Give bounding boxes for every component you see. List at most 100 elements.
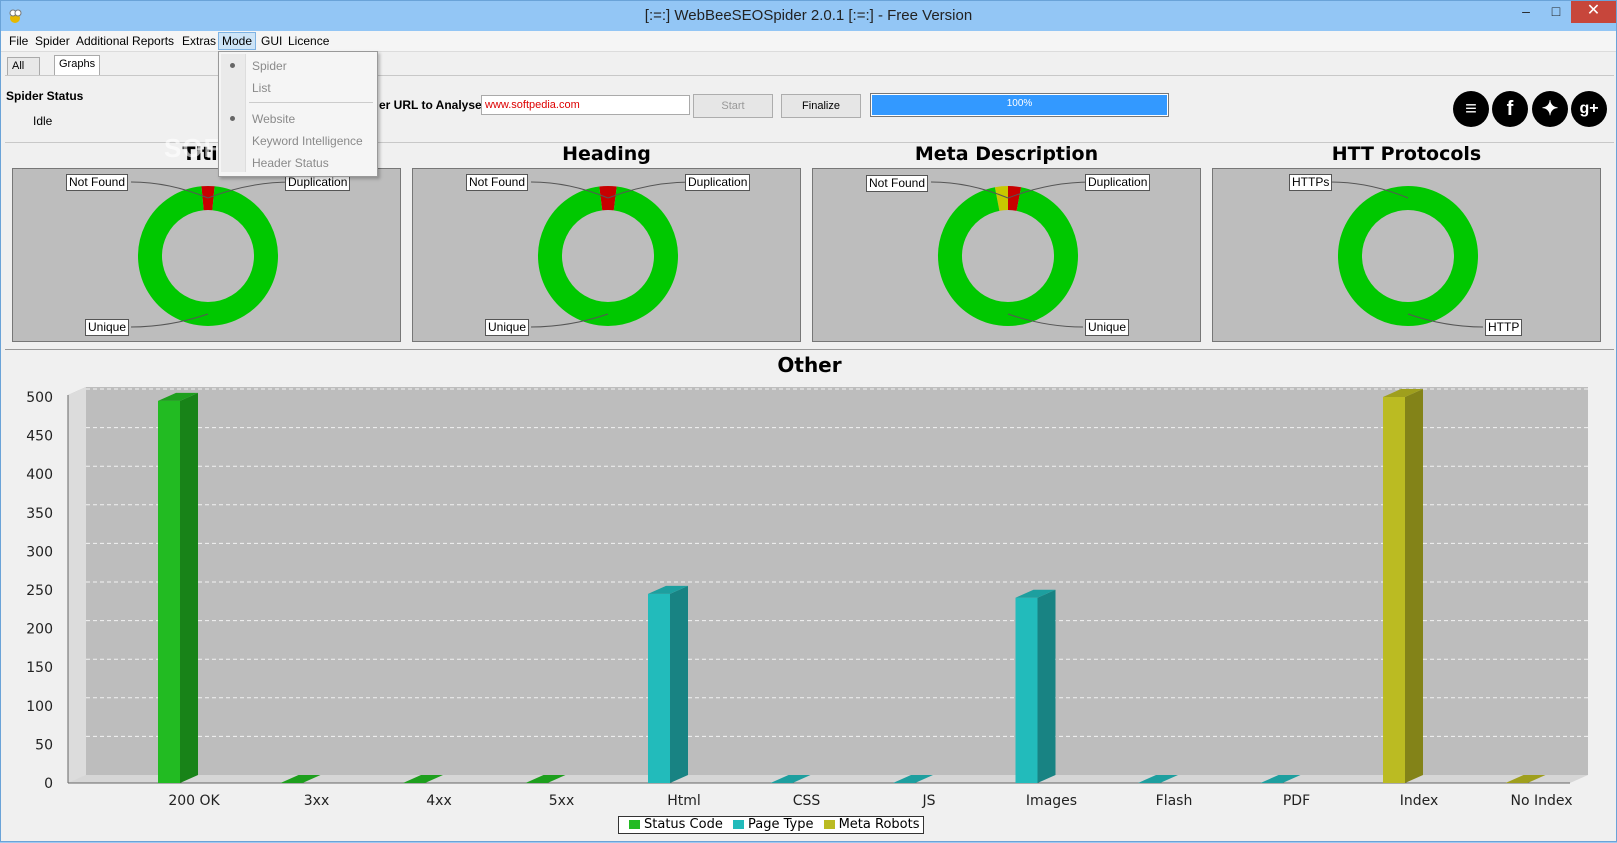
donut-label-bottom: Unique — [485, 319, 529, 336]
y-tick-label: 150 — [26, 660, 53, 676]
legend-label: Page Type — [748, 817, 813, 832]
donut-label-bottom: HTTP — [1485, 319, 1522, 336]
plot-floor — [68, 775, 1588, 783]
bar-side — [793, 775, 811, 783]
donut-slice — [1008, 198, 1019, 199]
legend-label: Meta Robots — [839, 817, 920, 832]
spider-status-value: Idle — [33, 114, 52, 128]
donut-chart — [1213, 169, 1602, 343]
bar-side — [1283, 775, 1301, 783]
bar-chart-title: Other — [1, 353, 1617, 377]
radio-dot-icon — [230, 63, 235, 68]
bar-side — [180, 393, 198, 783]
donut-label-top-left: Not Found — [466, 174, 528, 191]
bar-top — [648, 586, 688, 594]
donut-chart — [13, 169, 402, 343]
bar-top — [526, 775, 566, 783]
bar-side — [1160, 775, 1178, 783]
y-tick-label: 500 — [26, 390, 53, 406]
close-button[interactable]: ✕ — [1571, 1, 1616, 23]
bar-side — [548, 775, 566, 783]
x-tick-label: 4xx — [426, 793, 451, 809]
mode-item-list[interactable]: List — [252, 81, 271, 95]
finalize-button[interactable]: Finalize — [781, 94, 861, 118]
mode-dropdown-menu: Spider List Website Keyword Intelligence… — [218, 51, 378, 177]
mode-item-header-status[interactable]: Header Status — [252, 156, 329, 170]
mode-item-keyword-intelligence[interactable]: Keyword Intelligence — [252, 134, 363, 148]
url-label: er URL to Analyse — [379, 98, 482, 112]
url-input[interactable]: www.softpedia.com — [481, 95, 690, 115]
donut-chart — [413, 169, 802, 343]
x-tick-label: Index — [1400, 793, 1439, 809]
y-tick-label: 250 — [26, 583, 53, 599]
bar-top — [1016, 590, 1056, 598]
bar — [1383, 397, 1405, 783]
menu-gui[interactable]: GUI — [258, 33, 285, 49]
start-button[interactable]: Start — [693, 94, 773, 118]
tab-all-data[interactable]: All Data — [7, 57, 40, 76]
section-divider — [5, 349, 1614, 350]
menu-licence[interactable]: Licence — [285, 33, 332, 49]
y-tick-label: 200 — [26, 622, 53, 638]
twitter-icon[interactable]: ✦ — [1532, 91, 1568, 127]
bar — [648, 594, 670, 783]
x-tick-label: 3xx — [304, 793, 329, 809]
mode-item-spider[interactable]: Spider — [252, 59, 287, 73]
x-tick-label: Flash — [1156, 793, 1193, 809]
donut-chart — [813, 169, 1202, 343]
menu-bar: File Spider Additional Reports Extras Mo… — [1, 31, 1616, 52]
bar-top — [893, 775, 933, 783]
bar-side — [425, 775, 443, 783]
minimize-button[interactable]: – — [1511, 1, 1541, 23]
menu-gutter — [221, 54, 246, 172]
spider-status-label: Spider Status — [6, 89, 83, 103]
bar-top — [403, 775, 443, 783]
bar-chart-legend: Status Code Page Type Meta Robots — [618, 816, 924, 834]
plot-side-wall — [68, 387, 86, 783]
bar-side — [670, 586, 688, 783]
donut-title: Meta Description — [812, 143, 1201, 165]
maximize-button[interactable]: □ — [1541, 1, 1571, 23]
y-tick-label: 0 — [44, 776, 53, 792]
bar-top — [771, 775, 811, 783]
facebook-icon[interactable]: f — [1492, 91, 1528, 127]
menu-spider[interactable]: Spider — [32, 33, 73, 49]
legend-status-code: Status Code — [623, 817, 723, 833]
bar-top — [1261, 775, 1301, 783]
progress-bar: 100% — [870, 93, 1169, 117]
donut-label-bottom: Unique — [1085, 319, 1129, 336]
donut-title: Heading — [412, 143, 801, 165]
bar-side — [1405, 389, 1423, 783]
x-tick-label: JS — [921, 793, 935, 809]
bar-top — [1506, 775, 1546, 783]
x-tick-label: Html — [667, 793, 701, 809]
donut-slice — [150, 198, 266, 314]
window-title: [:=:] WebBeeSEOSpider 2.0.1 [:=:] - Free… — [1, 7, 1616, 24]
x-tick-label: 5xx — [549, 793, 574, 809]
google-plus-icon[interactable]: g+ — [1571, 91, 1607, 127]
title-bar: [:=:] WebBeeSEOSpider 2.0.1 [:=:] - Free… — [1, 1, 1616, 31]
tab-graphs[interactable]: Graphs — [54, 55, 100, 76]
bar-top — [1383, 389, 1423, 397]
menu-additional-reports[interactable]: Additional Reports — [73, 33, 177, 49]
x-tick-label: Images — [1026, 793, 1077, 809]
donut-slice — [997, 198, 1008, 199]
y-tick-label: 450 — [26, 429, 53, 445]
x-tick-label: CSS — [793, 793, 821, 809]
legend-label: Status Code — [644, 817, 723, 832]
layers-icon[interactable]: ≡ — [1453, 91, 1489, 127]
bar-side — [303, 775, 321, 783]
donut-label-top-left: Not Found — [66, 174, 128, 191]
menu-file[interactable]: File — [6, 33, 31, 49]
menu-mode[interactable]: Mode — [218, 32, 256, 50]
donut-slice — [550, 198, 666, 314]
y-tick-label: 400 — [26, 467, 53, 483]
menu-extras[interactable]: Extras — [179, 33, 219, 49]
x-tick-label: 200 OK — [168, 793, 220, 809]
mode-item-website[interactable]: Website — [252, 112, 295, 126]
plot-area — [68, 387, 1588, 783]
